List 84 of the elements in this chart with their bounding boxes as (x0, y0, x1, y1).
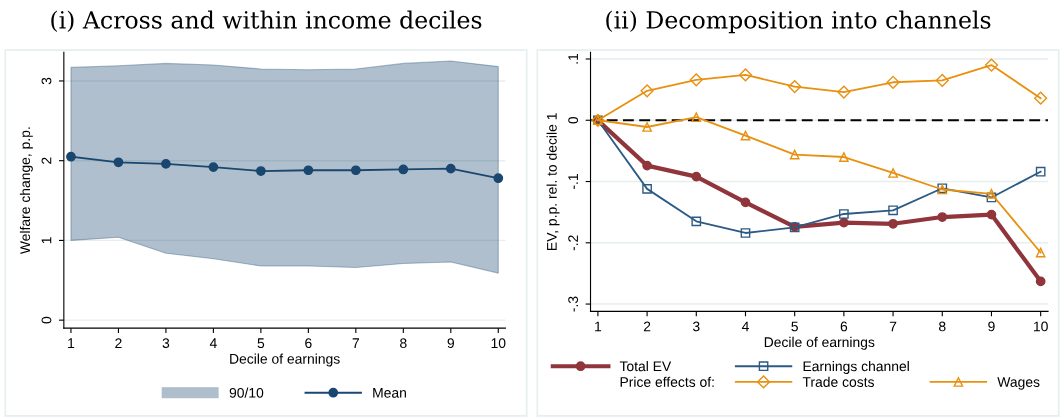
point (886, 75, 900, 89)
legend-label: Mean (373, 388, 406, 398)
x-tick-label: 8 (400, 338, 407, 349)
y-tick-label: .1 (568, 53, 578, 64)
x-tick-label: 10 (491, 338, 506, 349)
x-tick-label: 7 (352, 338, 359, 348)
legend-label: Trade costs (802, 376, 874, 387)
point (1034, 91, 1048, 105)
point (208, 162, 219, 172)
x-tick-label: 5 (257, 338, 265, 349)
x-axis-title: Decile of earnings (764, 336, 875, 350)
point (935, 73, 949, 88)
x-tick-label: 9 (447, 338, 454, 349)
point (888, 168, 898, 178)
x-tick-label: 10 (1034, 321, 1048, 332)
x-tick-label: 1 (595, 321, 602, 332)
x-tick-label: 7 (889, 321, 897, 332)
x-tick-label: 4 (741, 321, 749, 332)
legend-label: Wages (997, 377, 1040, 390)
y-axis-title: Welfare change, p.p. (19, 127, 33, 255)
point (839, 152, 849, 162)
point (986, 192, 997, 203)
point (837, 85, 851, 99)
x-tick-label: 2 (115, 338, 122, 348)
y-tick-label: 1 (41, 237, 52, 244)
chart-title: (i) Across and within income deciles (51, 10, 482, 33)
point (839, 217, 849, 228)
point (398, 164, 409, 175)
y-tick-label: 0 (41, 316, 52, 324)
y-tick-label: -.1 (568, 174, 578, 190)
point (937, 212, 948, 222)
point (740, 130, 751, 141)
legend-label: Total EV (619, 361, 672, 372)
point (493, 173, 504, 184)
x-tick-label: 6 (305, 338, 312, 349)
x-tick-label: 1 (68, 338, 75, 348)
point (788, 79, 802, 94)
point (691, 171, 702, 182)
point (984, 58, 999, 72)
point (789, 149, 800, 160)
point (161, 159, 171, 169)
x-tick-label: 4 (209, 338, 217, 348)
x-tick-label: 2 (643, 321, 651, 332)
point (1035, 276, 1046, 287)
y-axis-title: EV, p.p. rel. to decile 1 (546, 113, 560, 250)
point (256, 166, 266, 176)
point (839, 209, 849, 219)
x-tick-label: 6 (840, 321, 848, 332)
text: 90/10 (229, 387, 264, 398)
y-tick-label: -.3 (568, 296, 579, 312)
x-tick-label: 9 (988, 321, 995, 332)
y-tick-label: 3 (41, 77, 52, 85)
point (445, 163, 456, 174)
x-axis-title: Decile of earnings (230, 353, 340, 367)
point (1035, 247, 1046, 258)
point (642, 184, 652, 194)
point (986, 188, 997, 199)
x-tick-label: 3 (692, 321, 700, 332)
x-tick-label: 8 (939, 321, 946, 332)
y-tick-label: 2 (41, 157, 52, 164)
point (113, 157, 124, 168)
point (640, 84, 654, 98)
y-tick-label: -.2 (568, 235, 578, 251)
point (1035, 166, 1046, 177)
point (691, 112, 702, 123)
point (350, 165, 361, 176)
legend-label: Earnings channel (803, 361, 909, 374)
text: Price effects of: (620, 376, 714, 387)
x-tick-label: 3 (162, 338, 170, 349)
point (303, 165, 314, 176)
point (689, 73, 703, 87)
point (986, 209, 997, 220)
point (66, 151, 76, 162)
point (642, 160, 652, 171)
y-tick-label: 0 (568, 116, 579, 124)
point (642, 122, 652, 132)
point (740, 228, 751, 238)
chart-title: (ii) Decomposition into channels (606, 10, 991, 34)
point (888, 205, 898, 216)
point (691, 216, 702, 227)
x-tick-label: 5 (791, 321, 798, 332)
point (740, 197, 751, 208)
point (738, 68, 753, 82)
point (888, 218, 898, 229)
